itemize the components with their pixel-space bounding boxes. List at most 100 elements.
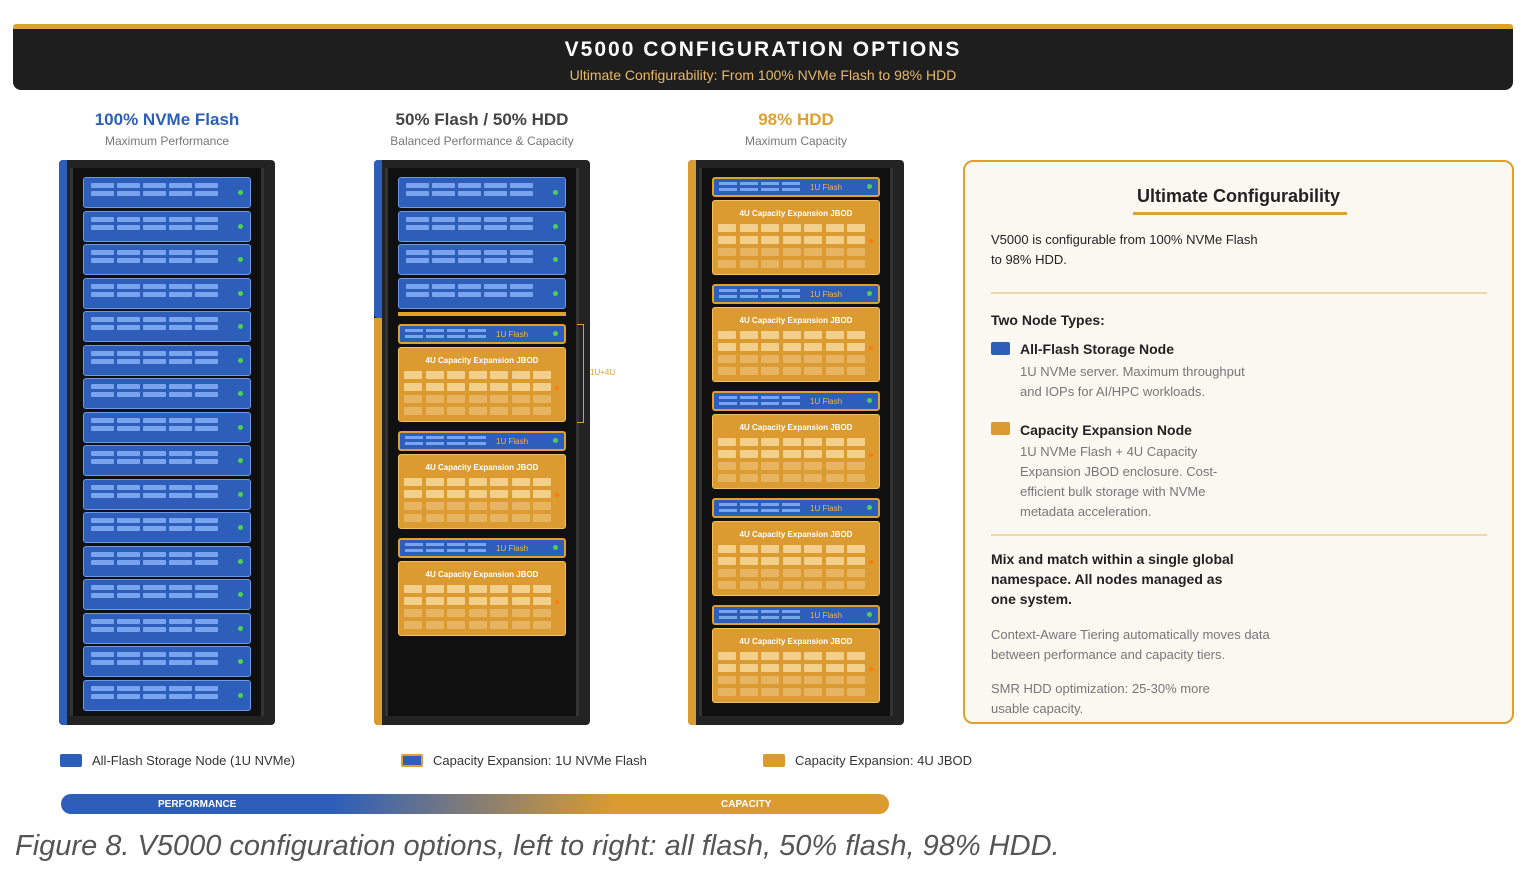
drive-bay [740, 396, 758, 399]
hdd-bay [761, 343, 779, 351]
hdd-bay [782, 652, 801, 660]
drive-bay [143, 685, 166, 691]
drive-bay [143, 693, 166, 699]
hdd-bay [468, 383, 487, 391]
hdd-bay [718, 450, 736, 458]
drive-bay [468, 329, 486, 332]
hdd-bay [825, 688, 844, 696]
hdd-bay [404, 383, 422, 391]
drive-bay [117, 392, 140, 397]
flash-server [398, 210, 566, 242]
drive-bay [782, 616, 800, 619]
drive-bay [117, 384, 140, 389]
hdd-bay [404, 395, 422, 403]
drive-bay [510, 283, 533, 289]
rack-rail-capacity [374, 318, 382, 725]
hdd-bay [804, 652, 822, 660]
drive-bay [169, 384, 192, 389]
hdd-bay [718, 676, 736, 684]
drive-bay [510, 216, 533, 222]
hdd-bay [718, 462, 736, 470]
hdd-bay [447, 407, 465, 415]
drive-bay [719, 295, 737, 298]
status-led [553, 257, 558, 262]
drive-bay [458, 283, 481, 289]
hdd-bay [847, 367, 865, 375]
status-led [869, 346, 873, 350]
drive-bay [458, 216, 481, 222]
status-led [238, 558, 243, 564]
hdd-bay [761, 260, 779, 268]
hdd-bay [761, 224, 779, 232]
drive-bay [761, 182, 779, 185]
hdd-bay [761, 545, 779, 553]
drive-bay [740, 503, 758, 506]
hdd-bay [804, 474, 822, 482]
jbod-label: 4U Capacity Expansion JBOD [739, 530, 853, 539]
hdd-bay [739, 581, 758, 589]
status-led [555, 493, 559, 497]
hdd-bay [718, 248, 736, 256]
drive-bay [195, 417, 218, 423]
drive-bay [143, 417, 166, 423]
drive-bay [761, 616, 779, 619]
hdd-bay [533, 621, 551, 629]
capacity-flash-node: 1U Flash [398, 431, 566, 451]
flash-server [398, 177, 566, 208]
drive-bay [169, 492, 192, 498]
drive-bay [782, 295, 800, 298]
drive-bay [91, 191, 114, 196]
rack-rail-flash [374, 160, 382, 318]
drive-bay [91, 551, 114, 557]
hdd-bay [761, 664, 779, 672]
drive-bay [169, 250, 192, 255]
drive-bay [195, 317, 218, 322]
flash-label: 1U Flash [496, 437, 529, 446]
status-led [869, 667, 873, 671]
hdd-bay [468, 407, 487, 415]
hdd-bay [739, 474, 758, 482]
hdd-bay [739, 569, 758, 577]
drive-bay [169, 417, 192, 423]
hdd-bay [739, 260, 758, 268]
drive-bay [143, 660, 166, 665]
drive-bay [195, 183, 218, 188]
hdd-bay [847, 248, 865, 256]
hdd-bay [718, 343, 736, 351]
drive-bay [143, 250, 166, 255]
figure-caption: Figure 8. V5000 configuration options, l… [15, 830, 1060, 862]
drive-bay [143, 626, 166, 632]
drive-bay [195, 425, 218, 431]
drive-bay [91, 358, 114, 364]
drive-bay [169, 618, 192, 624]
drive-bay [91, 484, 114, 490]
node-types-heading: Two Node Types: [991, 312, 1105, 328]
flash-server [83, 612, 251, 644]
spectrum-left-label: PERFORMANCE [158, 799, 237, 810]
capacity-flash-node: 1U Flash [712, 605, 880, 625]
hdd-bay [825, 652, 844, 660]
drive-bay [91, 216, 114, 222]
drive-bay [195, 384, 218, 389]
drive-bay [432, 291, 455, 297]
drive-bay [117, 258, 140, 263]
hdd-bay [533, 383, 551, 391]
hdd-bay [782, 462, 801, 470]
drive-bay [740, 289, 758, 292]
capacity-flash-node: 1U Flash [712, 177, 880, 197]
hdd-bay [533, 597, 551, 605]
drive-bay [91, 350, 114, 356]
column-subtitle: Balanced Performance & Capacity [390, 134, 574, 148]
drive-bay [143, 191, 166, 196]
hdd-bay [468, 621, 487, 629]
drive-bay [91, 492, 114, 498]
drive-bay [143, 283, 166, 289]
drive-bay [143, 484, 166, 490]
column-title: 98% HDD [758, 110, 834, 129]
drive-bay [426, 329, 444, 332]
hdd-bay [804, 248, 822, 256]
hdd-bay [739, 676, 758, 684]
status-led [869, 239, 873, 243]
hdd-bay [825, 343, 844, 351]
drive-bay [740, 402, 758, 405]
